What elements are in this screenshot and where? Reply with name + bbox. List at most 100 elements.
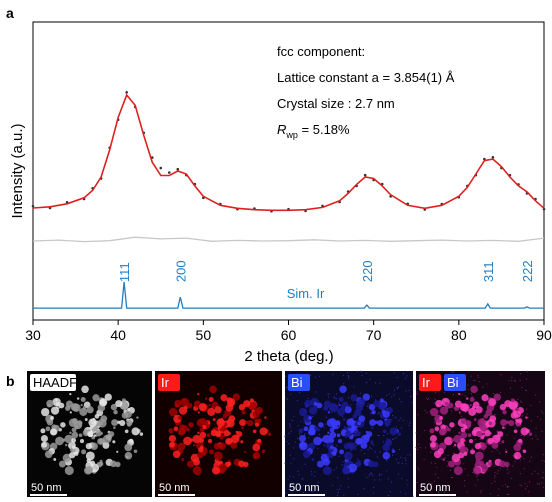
noise-dot xyxy=(287,399,288,400)
particle xyxy=(65,444,67,446)
particle xyxy=(81,404,83,406)
image-label: HAADF xyxy=(33,375,77,390)
noise-dot xyxy=(403,420,404,421)
noise-dot xyxy=(482,387,483,388)
noise-dot xyxy=(512,466,513,467)
particle xyxy=(479,425,483,429)
noise-dot xyxy=(393,438,394,439)
panel-label: b xyxy=(6,373,15,389)
noise-dot xyxy=(336,445,337,446)
noise-dot xyxy=(289,423,290,424)
noise-dot xyxy=(286,387,287,388)
particle xyxy=(188,422,193,427)
particle xyxy=(329,403,337,411)
noise-dot xyxy=(373,487,374,488)
noise-dot xyxy=(479,381,480,382)
noise-dot xyxy=(498,495,499,496)
noise-dot xyxy=(425,447,426,448)
noise-dot xyxy=(297,438,298,439)
noise-dot xyxy=(348,375,349,376)
particle xyxy=(200,446,203,449)
particle xyxy=(308,428,315,435)
image-label: Ir xyxy=(422,375,431,390)
particle xyxy=(458,432,460,434)
particle xyxy=(70,411,72,413)
particle xyxy=(317,461,324,468)
particle xyxy=(343,418,346,421)
noise-dot xyxy=(420,447,421,448)
x-axis-label: 2 theta (deg.) xyxy=(244,348,333,365)
noise-dot xyxy=(317,448,318,449)
noise-dot xyxy=(483,450,484,451)
particle xyxy=(382,444,390,452)
particle xyxy=(255,423,259,427)
noise-dot xyxy=(541,431,542,432)
noise-dot xyxy=(451,477,452,478)
particle xyxy=(257,439,261,443)
noise-dot xyxy=(383,435,384,436)
noise-dot xyxy=(340,485,341,486)
particle xyxy=(56,402,60,406)
particle xyxy=(77,397,79,399)
noise-dot xyxy=(418,469,419,470)
noise-dot xyxy=(379,412,380,413)
noise-dot xyxy=(526,486,527,487)
noise-dot xyxy=(391,419,392,420)
noise-dot xyxy=(343,375,344,376)
noise-dot xyxy=(480,439,481,440)
noise-dot xyxy=(363,488,364,489)
noise-dot xyxy=(543,487,544,488)
noise-dot xyxy=(438,477,439,478)
noise-dot xyxy=(508,486,509,487)
noise-dot xyxy=(521,387,522,388)
noise-dot xyxy=(357,371,358,372)
noise-dot xyxy=(396,459,397,460)
particle xyxy=(209,386,217,394)
particle xyxy=(502,410,506,414)
noise-dot xyxy=(399,420,400,421)
particle xyxy=(209,397,214,402)
particle xyxy=(111,419,118,426)
particle xyxy=(81,449,86,454)
particle xyxy=(260,427,268,435)
particle xyxy=(115,400,122,407)
particle xyxy=(213,418,216,421)
data-point xyxy=(364,174,367,177)
noise-dot xyxy=(377,435,378,436)
noise-dot xyxy=(423,459,424,460)
particle xyxy=(357,462,361,466)
noise-dot xyxy=(525,483,526,484)
noise-dot xyxy=(447,465,448,466)
noise-dot xyxy=(453,371,454,372)
particle xyxy=(451,438,454,441)
particle xyxy=(337,425,339,427)
noise-dot xyxy=(534,471,535,472)
noise-dot xyxy=(474,380,475,381)
particle xyxy=(348,425,352,429)
noise-dot xyxy=(447,455,448,456)
particle xyxy=(238,460,245,467)
particle xyxy=(387,439,391,443)
data-point xyxy=(492,156,495,159)
image-panel: HAADF50 nm xyxy=(27,371,152,497)
particle xyxy=(518,439,522,443)
particle xyxy=(337,433,341,437)
noise-dot xyxy=(520,426,521,427)
noise-dot xyxy=(521,402,522,403)
noise-dot xyxy=(529,461,530,462)
particle xyxy=(132,427,140,435)
noise-dot xyxy=(443,380,444,381)
noise-dot xyxy=(287,387,288,388)
noise-dot xyxy=(538,473,539,474)
noise-dot xyxy=(401,428,402,429)
noise-dot xyxy=(371,443,372,444)
noise-dot xyxy=(328,396,329,397)
particle xyxy=(168,428,173,433)
noise-dot xyxy=(345,437,346,438)
particle xyxy=(241,410,245,414)
noise-dot xyxy=(337,495,338,496)
particle xyxy=(53,458,56,461)
noise-dot xyxy=(528,417,529,418)
noise-dot xyxy=(543,454,544,455)
noise-dot xyxy=(475,485,476,486)
